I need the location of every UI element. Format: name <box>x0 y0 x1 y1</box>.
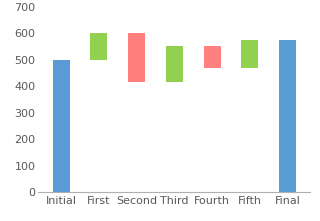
Bar <box>242 40 259 68</box>
Bar <box>90 33 107 60</box>
Bar <box>52 60 69 192</box>
Bar <box>279 40 296 192</box>
Bar <box>166 46 183 82</box>
Bar <box>128 33 145 82</box>
Bar <box>204 46 221 68</box>
